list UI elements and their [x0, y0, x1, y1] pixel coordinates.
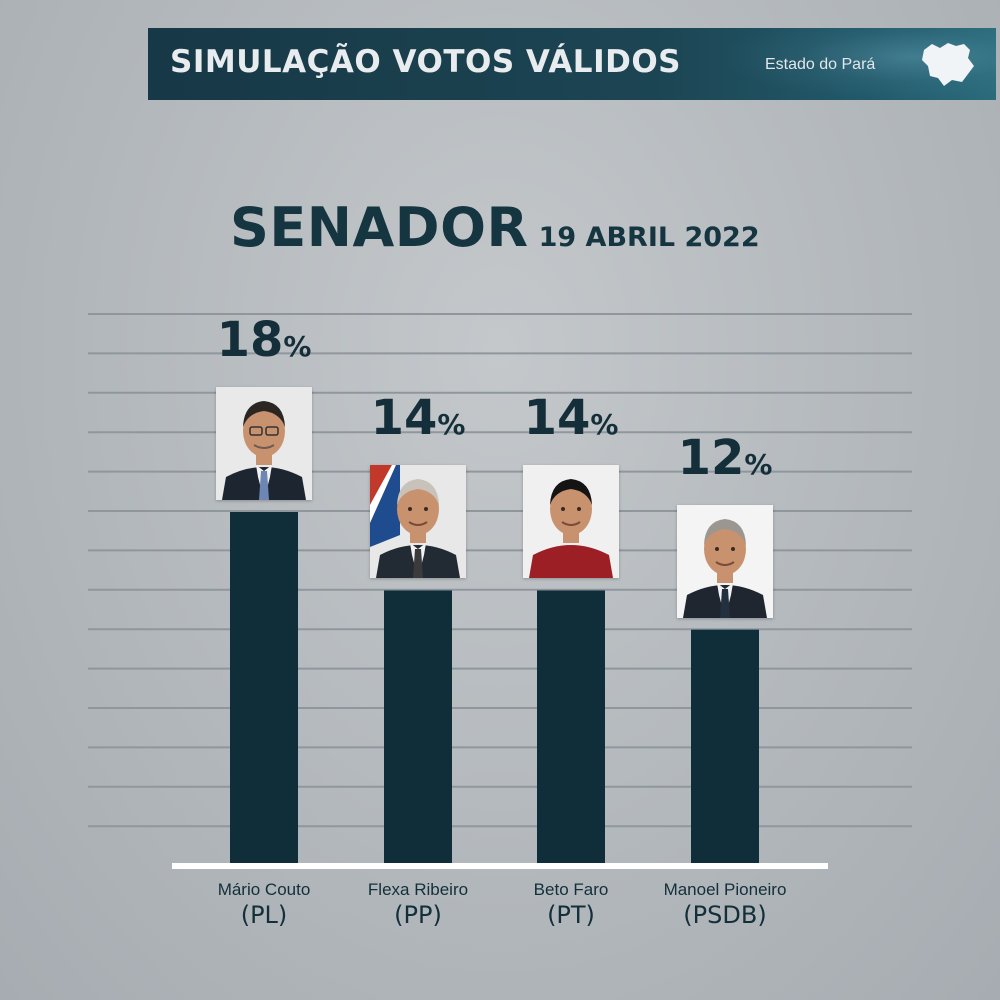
- data-label-unit: %: [744, 447, 773, 481]
- candidate-name: Manoel Pioneiro: [663, 880, 787, 899]
- candidate-name: Mário Couto: [217, 880, 311, 899]
- tick-label: Manoel Pioneiro (PSDB): [645, 880, 805, 929]
- candidate-name: Flexa Ribeiro: [367, 880, 469, 899]
- tick-label: Beto Faro (PT): [491, 880, 651, 929]
- data-label-value: 14: [523, 390, 591, 447]
- bar: [384, 590, 452, 865]
- bar: [691, 629, 759, 865]
- data-label-unit: %: [590, 408, 619, 442]
- data-label: 12%: [655, 430, 795, 486]
- baseline: [172, 863, 828, 869]
- data-label: 14%: [501, 390, 641, 446]
- bar: [537, 590, 605, 865]
- tick-label: Flexa Ribeiro (PP): [338, 880, 498, 929]
- candidate-photo: [523, 465, 619, 579]
- candidate-name: Beto Faro: [533, 880, 609, 899]
- data-label-value: 12: [677, 429, 745, 486]
- candidate-photo: [216, 387, 312, 500]
- candidate-party: (PT): [547, 901, 595, 929]
- candidate-party: (PL): [240, 901, 288, 929]
- region-label: Estado do Pará: [765, 56, 876, 73]
- data-label-unit: %: [283, 330, 312, 363]
- header-banner: SIMULAÇÃO VOTOS VÁLIDOS Estado do Pará: [148, 28, 996, 100]
- data-label-value: 14: [370, 390, 438, 447]
- gridlines: [88, 313, 912, 828]
- bar: [230, 512, 298, 865]
- candidate-party: (PSDB): [683, 901, 767, 929]
- chart-heading: SENADOR 19 ABRIL 2022: [230, 196, 760, 259]
- bars: [230, 512, 759, 865]
- candidate-photo: [677, 504, 773, 618]
- data-label-unit: %: [437, 408, 466, 442]
- chart-title: SENADOR: [230, 196, 529, 259]
- candidate-party: (PP): [394, 901, 442, 929]
- candidate-photo: [370, 465, 466, 579]
- tick-label: Mário Couto (PL): [184, 880, 344, 929]
- data-label: 18%: [194, 312, 334, 368]
- chart-date: 19 ABRIL 2022: [538, 222, 760, 253]
- header-title: SIMULAÇÃO VOTOS VÁLIDOS: [170, 44, 682, 80]
- para-map-icon: [922, 43, 974, 86]
- data-label: 14%: [348, 390, 488, 446]
- data-label-value: 18: [216, 312, 284, 368]
